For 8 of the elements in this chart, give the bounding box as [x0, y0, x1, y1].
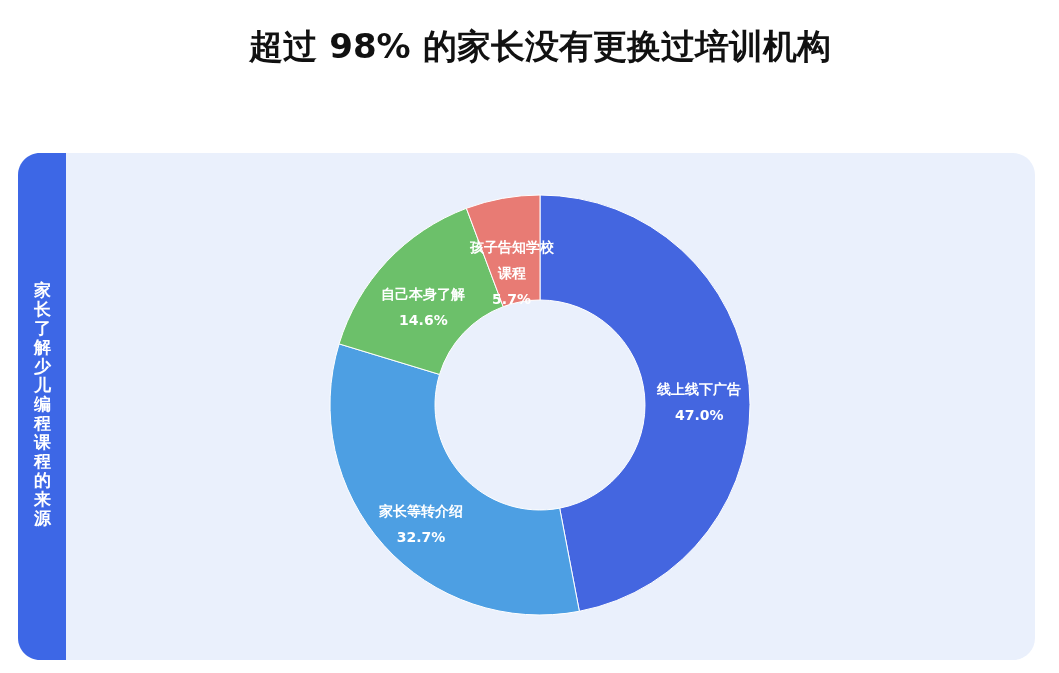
slice-label: 家长等转介绍 [377, 502, 463, 519]
text: 家长了解少儿编程课程的来源 [33, 280, 51, 528]
data-label: 32.7% [396, 528, 446, 545]
data-label: 14.6% [399, 312, 448, 329]
data-label: 47.0% [675, 406, 724, 423]
chart-title: 超过 98% 的家长没有更换过培训机构 [248, 26, 831, 66]
slice-label: 自己本身了解 [381, 286, 466, 303]
slice-label: 线上线下广告 [656, 380, 742, 397]
